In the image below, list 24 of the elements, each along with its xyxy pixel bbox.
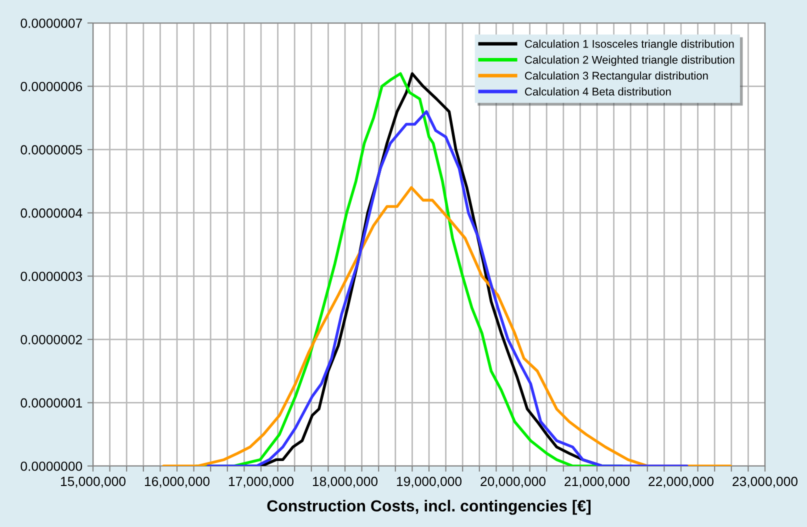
x-tick-label: 16,000,000 xyxy=(144,476,210,488)
y-tick-label: 0.0000000 xyxy=(20,462,82,471)
y-tick-label: 0.0000006 xyxy=(20,82,82,92)
legend-label: Calculation 4 Beta distribution xyxy=(525,87,671,96)
x-axis-title: Construction Costs, incl. contingencies [€] xyxy=(267,500,591,515)
line-series xyxy=(206,110,688,466)
legend-label: Calculation 1 Isosceles triangle distribution xyxy=(525,40,734,50)
y-tick-label: 0.0000007 xyxy=(20,18,82,28)
legend-label: Calculation 2 Weighted triangle distribution xyxy=(525,56,734,66)
y-tick-label: 0.0000005 xyxy=(20,145,82,154)
line-series xyxy=(162,186,732,466)
x-tick-label: 15,000,000 xyxy=(60,476,126,488)
y-tick-label: 0.0000001 xyxy=(20,398,82,408)
y-tick-label: 0.0000004 xyxy=(20,208,82,218)
x-tick-label: 23,000,000 xyxy=(732,476,798,488)
legend-label: Calculation 3 Rectangular distribution xyxy=(525,71,708,82)
x-tick-label: 22,000,000 xyxy=(648,476,714,488)
x-tick-label: 21,000,000 xyxy=(564,476,630,488)
x-tick-label: 19,000,000 xyxy=(396,476,462,488)
y-tick-label: 0.0000003 xyxy=(20,272,82,282)
x-tick-label: 17,000,000 xyxy=(228,476,294,488)
y-tick-label: 0.0000002 xyxy=(20,334,82,344)
x-tick-label: 20,000,000 xyxy=(480,476,546,488)
x-tick-label: 18,000,000 xyxy=(312,476,378,488)
